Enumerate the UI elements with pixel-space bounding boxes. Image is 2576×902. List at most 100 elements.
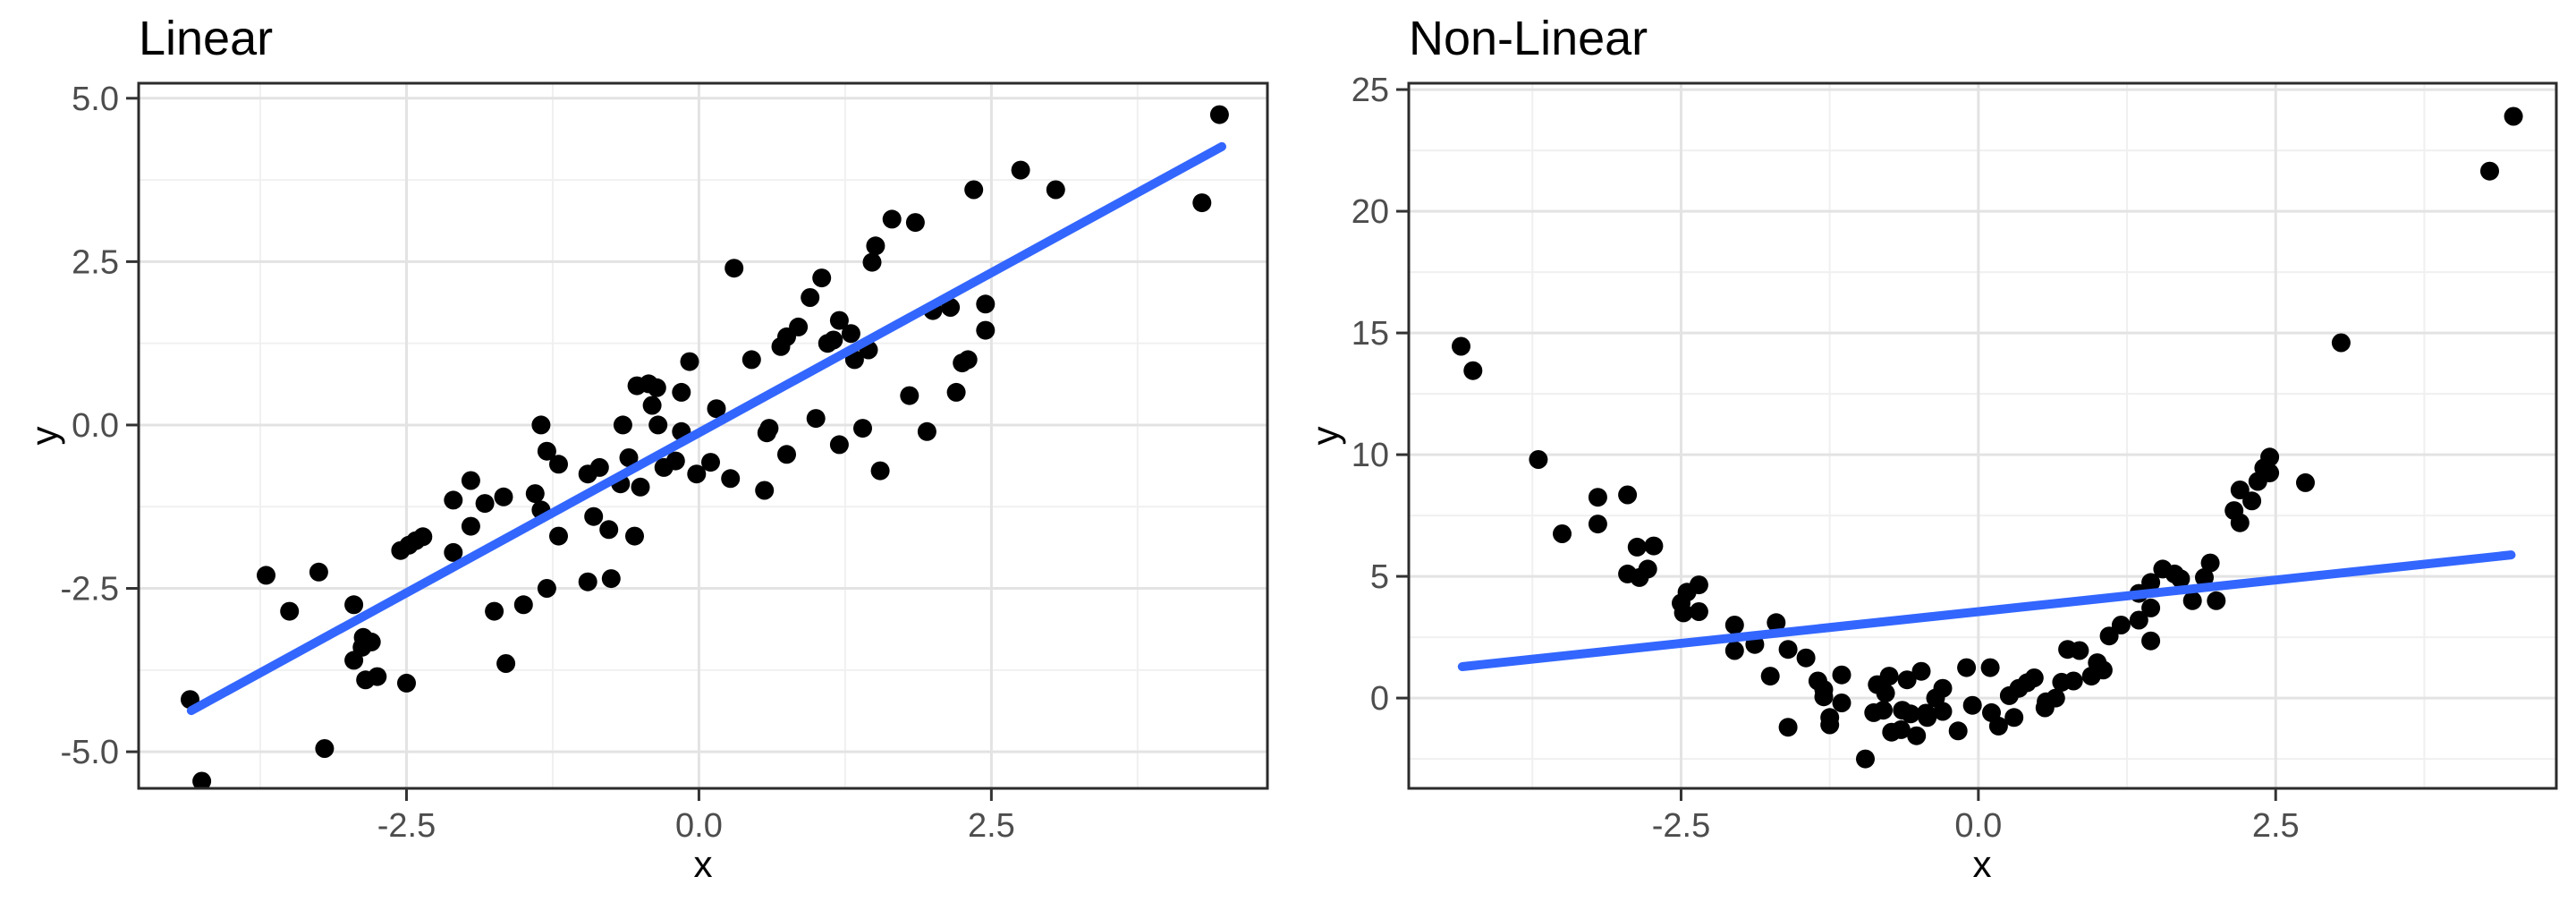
y-tick-label: -5.0 bbox=[61, 734, 119, 771]
scatter-point bbox=[2504, 106, 2523, 126]
scatter-point bbox=[2230, 513, 2250, 532]
scatter-point bbox=[1820, 715, 1840, 735]
x-tick-label: 2.5 bbox=[2252, 807, 2300, 845]
fit-line bbox=[186, 141, 1226, 716]
scatter-point bbox=[2296, 472, 2315, 492]
scatter-point bbox=[829, 435, 849, 455]
scatter-point bbox=[721, 469, 741, 489]
scatter-point bbox=[680, 352, 699, 371]
scatter-point bbox=[2230, 481, 2250, 499]
y-axis-title-right-panel: y bbox=[1304, 426, 1346, 446]
scatter-point bbox=[1988, 716, 2008, 736]
scatter-point bbox=[549, 455, 568, 474]
scatter-point bbox=[2024, 668, 2044, 687]
scatter-point bbox=[1980, 658, 2000, 677]
scatter-point bbox=[905, 213, 925, 233]
scatter-point bbox=[2207, 591, 2226, 610]
scatter-point bbox=[1832, 665, 1852, 685]
scatter-point bbox=[870, 461, 890, 481]
y-tick-label: 5 bbox=[1370, 558, 1389, 596]
scatter-point bbox=[1879, 667, 1899, 686]
scatter-point bbox=[1760, 667, 1780, 686]
scatter-point bbox=[964, 180, 984, 200]
scatter-point bbox=[672, 382, 691, 402]
scatter-point bbox=[1627, 537, 1647, 557]
scatter-point bbox=[2200, 553, 2220, 573]
scatter-point bbox=[309, 562, 328, 582]
scatter-point bbox=[2004, 708, 2024, 728]
y-axis: 25 20 15 10 5 0 bbox=[1352, 72, 1409, 718]
scatter-point bbox=[1778, 640, 1798, 659]
scatter-point bbox=[368, 667, 387, 686]
scatter-point bbox=[1876, 684, 1895, 703]
y-tick-label: 10 bbox=[1352, 437, 1389, 474]
panel-non-linear: -2.5 0.0 2.5 25 20 15 10 5 0 bbox=[1352, 72, 2558, 845]
scatter-point bbox=[2331, 333, 2351, 353]
scatter-point bbox=[2141, 631, 2161, 651]
scatter-point bbox=[192, 771, 212, 788]
scatter-point bbox=[1046, 180, 1065, 200]
scatter-point bbox=[537, 579, 556, 598]
scatter-point bbox=[882, 209, 902, 229]
x-tick-label: -2.5 bbox=[1652, 807, 1710, 845]
y-tick-label: 20 bbox=[1352, 193, 1389, 231]
scatter-point bbox=[2063, 671, 2083, 691]
scatter-point bbox=[2182, 591, 2202, 610]
scatter-point bbox=[687, 464, 707, 484]
panel-background bbox=[139, 83, 1267, 788]
panel-title-nonlinear: Non-Linear bbox=[1409, 12, 1648, 65]
scatter-point bbox=[599, 520, 619, 540]
scatter-point bbox=[1689, 602, 1708, 621]
scatter-point bbox=[1724, 641, 1744, 660]
scatter-point bbox=[1689, 575, 1708, 595]
scatter-point bbox=[1962, 695, 1982, 715]
scatter-points bbox=[1452, 106, 2523, 769]
grid-major bbox=[1409, 83, 2556, 788]
scatter-point bbox=[1814, 687, 1834, 707]
scatter-point bbox=[1796, 648, 1816, 668]
scatter-point bbox=[1638, 559, 1657, 579]
scatter-point bbox=[2070, 641, 2089, 660]
scatter-point bbox=[976, 294, 996, 314]
scatter-point bbox=[631, 477, 650, 497]
scatter-point bbox=[1948, 721, 1968, 741]
scatter-point bbox=[724, 259, 744, 278]
scatter-point bbox=[257, 566, 275, 585]
scatter-point bbox=[461, 516, 480, 536]
scatter-point bbox=[1209, 105, 1229, 124]
scatter-point bbox=[759, 419, 779, 438]
scatter-point bbox=[1767, 613, 1786, 633]
y-tick-label: 25 bbox=[1352, 72, 1389, 109]
scatter-point bbox=[1918, 708, 1937, 728]
scatter-point bbox=[2195, 567, 2214, 587]
scatter-point bbox=[812, 268, 832, 288]
x-tick-label: 0.0 bbox=[1954, 807, 2002, 845]
scatter-point bbox=[413, 527, 433, 547]
y-axis-title-left-panel: y bbox=[23, 426, 65, 446]
scatter-point bbox=[496, 654, 516, 673]
scatter-point bbox=[2111, 616, 2131, 634]
scatter-point bbox=[1957, 658, 1977, 677]
scatter-point bbox=[946, 382, 966, 402]
scatter-point bbox=[777, 445, 796, 464]
scatter-point bbox=[513, 595, 533, 615]
scatter-point bbox=[1901, 704, 1920, 724]
y-axis: 5.0 2.5 0.0 -2.5 -5.0 bbox=[61, 81, 139, 771]
scatter-point bbox=[900, 386, 919, 405]
fit-line bbox=[1457, 550, 2516, 671]
scatter-point bbox=[1907, 726, 1927, 745]
panel-border bbox=[1407, 81, 2558, 790]
scatter-point bbox=[1911, 661, 1931, 681]
scatter-point bbox=[280, 601, 300, 621]
scatter-point bbox=[2099, 626, 2119, 646]
scatter-point bbox=[1588, 515, 1607, 534]
x-tick-label: -2.5 bbox=[377, 807, 436, 845]
scatter-point bbox=[2129, 610, 2148, 630]
scatter-point bbox=[917, 421, 936, 441]
scatter-point bbox=[853, 419, 872, 438]
scatter-point bbox=[806, 409, 826, 429]
scatter-point bbox=[601, 569, 621, 589]
scatter-point bbox=[485, 601, 504, 621]
scatter-point bbox=[531, 415, 551, 435]
